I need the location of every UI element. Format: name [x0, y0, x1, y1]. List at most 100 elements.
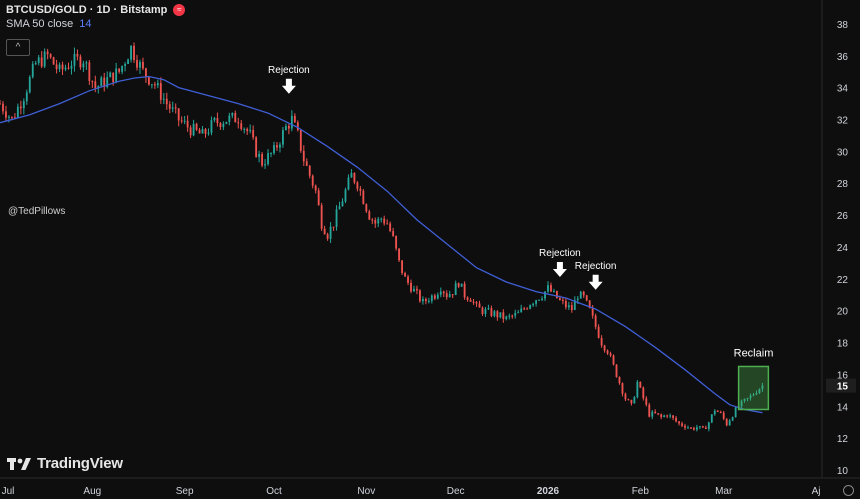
symbol-title[interactable]: BTCUSD/GOLD · 1D · Bitstamp	[6, 4, 168, 16]
candle-body	[311, 175, 314, 186]
candle-body	[103, 77, 106, 87]
candle-body	[544, 291, 546, 299]
candle-body	[693, 427, 695, 430]
candle-body	[174, 107, 177, 109]
x-tick-label: Aug	[83, 486, 101, 497]
candle-body	[675, 417, 677, 422]
candle-body	[332, 226, 335, 228]
candle-body	[469, 299, 472, 302]
candle-body	[344, 189, 347, 202]
candle-body	[22, 101, 25, 109]
candle-body	[570, 305, 573, 311]
candle-body	[210, 120, 213, 133]
candle-body	[314, 185, 317, 191]
candle-body	[356, 182, 359, 189]
candle-body	[118, 68, 121, 72]
arrow-down-icon	[281, 78, 296, 94]
rejection-label: Rejection	[268, 65, 310, 76]
candle-body	[55, 64, 58, 70]
candle-body	[716, 410, 719, 412]
price-tag-box	[826, 378, 856, 393]
candle-body	[755, 393, 758, 395]
candle-body	[284, 125, 287, 131]
candle-body	[162, 98, 165, 100]
candle-body	[612, 355, 615, 365]
candle-body	[329, 226, 332, 239]
candle-body	[201, 129, 204, 134]
candle-body	[234, 112, 237, 123]
candle-body	[52, 57, 55, 65]
y-tick-label: 30	[837, 147, 849, 158]
candle-body	[749, 395, 752, 399]
candle-body	[290, 115, 293, 129]
candle-body	[553, 290, 555, 292]
candle-body	[317, 190, 320, 206]
candle-body	[25, 92, 28, 102]
y-tick-label: 36	[837, 52, 849, 63]
y-tick-label: 16	[837, 370, 849, 381]
candle-body	[463, 283, 466, 298]
candle-body	[615, 364, 618, 378]
candle-body	[704, 427, 707, 429]
candle-body	[40, 57, 43, 67]
y-tick-label: 38	[837, 20, 849, 31]
candle-body	[451, 294, 454, 296]
candle-body	[690, 427, 692, 429]
candle-body	[508, 315, 511, 317]
candle-body	[252, 130, 255, 138]
candle-body	[687, 427, 689, 429]
candle-body	[722, 412, 725, 419]
candle-body	[386, 223, 389, 225]
candle-body	[529, 305, 532, 309]
reclaim-label: Reclaim	[734, 347, 774, 359]
x-tick-label: Mar	[715, 486, 733, 497]
candle-body	[186, 120, 189, 128]
candle-body	[743, 398, 746, 401]
candle-body	[142, 61, 144, 69]
candle-body	[222, 123, 225, 127]
candle-body	[94, 81, 97, 89]
candle-body	[561, 299, 564, 301]
candle-body	[520, 308, 523, 313]
candle-body	[183, 120, 186, 122]
candle-body	[380, 218, 383, 220]
candle-body	[16, 106, 19, 118]
candle-body	[136, 60, 138, 68]
settings-gear-icon[interactable]	[843, 485, 854, 496]
candle-body	[139, 61, 141, 68]
legend-collapse-button[interactable]: ^	[6, 39, 30, 56]
candle-body	[484, 309, 487, 315]
candle-body	[293, 115, 296, 123]
candle-body	[189, 127, 192, 136]
candle-body	[493, 311, 496, 316]
candle-body	[627, 399, 630, 401]
candle-body	[112, 72, 115, 83]
candle-body	[758, 388, 761, 394]
candle-body	[573, 300, 576, 311]
candle-body	[514, 312, 517, 316]
candle-body	[666, 415, 669, 417]
currency-badge-icon: ≈	[173, 4, 186, 16]
candle-body	[752, 394, 755, 396]
y-tick-label: 24	[837, 243, 849, 254]
candle-body	[642, 387, 645, 399]
y-tick-label: 20	[837, 307, 849, 318]
candle-body	[401, 260, 403, 274]
candle-body	[255, 137, 258, 157]
candle-body	[299, 130, 302, 151]
x-tick-label: Nov	[357, 486, 375, 497]
candle-body	[558, 298, 561, 300]
indicator-name[interactable]: SMA 50 close	[6, 18, 74, 30]
candle-body	[392, 231, 395, 236]
x-tick-label: Feb	[632, 486, 650, 497]
candle-body	[517, 312, 520, 314]
reclaim-box	[737, 365, 770, 411]
candle-body	[430, 295, 433, 302]
candle-body	[532, 303, 535, 306]
candle-body	[695, 427, 698, 430]
candle-body	[523, 308, 526, 310]
candle-body	[156, 83, 159, 86]
arrow-down-icon	[552, 262, 567, 278]
x-tick-label: Dec	[447, 486, 465, 497]
